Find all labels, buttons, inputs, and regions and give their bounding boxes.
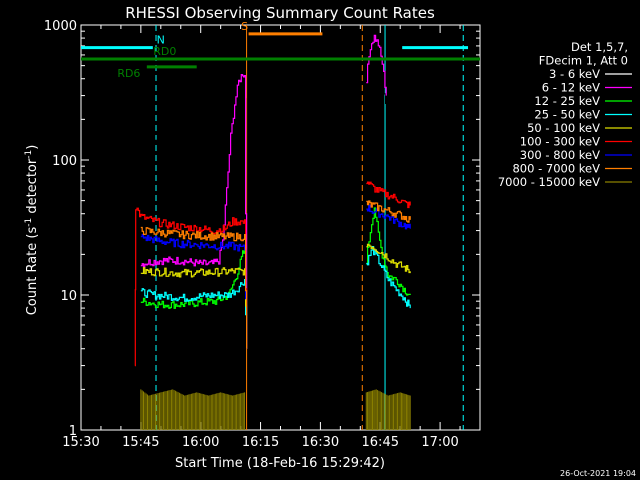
y-tick-label: 10 [60,289,77,304]
x-tick-label: 16:15 [242,435,279,450]
series-line [140,248,248,349]
series-line [140,74,248,349]
legend-entry: 12 - 25 keV [534,94,600,108]
series-line [366,67,415,227]
y-tick-label: 100 [52,154,77,169]
chart-title: RHESSI Observing Summary Count Rates [125,4,435,22]
y-axis-label-main: Count Rate (s [25,227,40,316]
x-tick-label: 16:45 [362,435,399,450]
x-tick-label: 16:30 [302,435,339,450]
series-line [366,204,411,230]
series-line [140,267,248,349]
x-tick-label: 16:00 [182,435,219,450]
flag-label: S [241,20,248,33]
legend-entry: 7000 - 15000 keV [498,175,600,189]
footer-timestamp: 26-Oct-2021 19:04 [560,469,636,478]
flag-label: RD6 [117,67,140,80]
series-lines [134,34,415,430]
y-axis-label-mid: detector [25,158,40,218]
legend-entry: 100 - 300 keV [520,135,600,149]
series-line [366,207,411,296]
y-axis-label-sup2: -1 [24,150,34,159]
legend-entry: 300 - 800 keV [520,148,600,162]
legend-entry: 50 - 100 keV [527,121,600,135]
x-tick-label: 15:30 [62,435,99,450]
legend-header: FDecim 1, Att 0 [539,54,628,68]
series-line [134,94,248,349]
y-axis-label-sup1: -1 [24,218,34,227]
y-axis-label: Count Rate (s-1 detector-1) [24,145,40,316]
legend-entry: 3 - 6 keV [549,67,600,81]
series-line [140,234,248,349]
legend-header: Det 1,5,7, [571,40,628,54]
flag-label: N [157,34,165,47]
series-line [366,181,411,209]
y-axis-label-end: ) [25,145,40,150]
flag-label: RD0 [153,45,176,58]
series-line [134,207,248,367]
y-axis-ticks: 1 10 100 1000 [44,19,480,439]
x-axis-label: Start Time (18-Feb-16 15:29:42) [175,456,385,471]
x-tick-label: 17:00 [421,435,458,450]
series-line [366,243,411,274]
series-line [140,279,248,349]
legend-entry: 800 - 7000 keV [512,162,600,176]
legend-entry: 25 - 50 keV [534,108,600,122]
y-tick-label: 1000 [44,19,77,34]
series-line [366,34,387,96]
x-axis-ticks: 15:30 15:45 16:00 16:15 16:30 16:45 17:00 [62,25,481,450]
x-tick-label: 15:45 [122,435,159,450]
series-line [140,226,248,349]
series-line [366,246,411,309]
series-line [366,200,411,223]
legend-entry: 6 - 12 keV [542,81,600,95]
y-tick-label: 1 [69,424,77,439]
attenuator-vertical-lines [155,25,464,430]
